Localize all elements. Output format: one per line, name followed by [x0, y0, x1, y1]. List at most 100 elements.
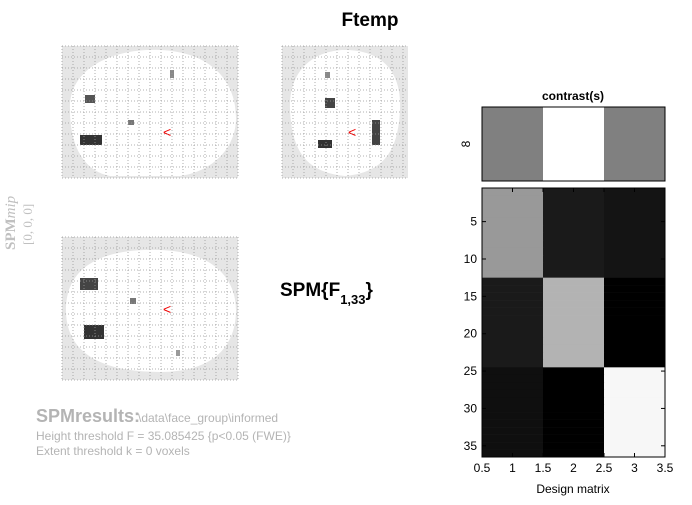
matrix-cell	[604, 404, 666, 413]
contrast-cell	[604, 107, 665, 181]
matrix-cell	[482, 232, 544, 241]
matrix-cell	[543, 374, 605, 383]
matrix-cell	[604, 285, 666, 293]
matrix-cell	[482, 389, 544, 398]
matrix-cell	[482, 315, 544, 323]
matrix-cell	[482, 329, 544, 338]
mip-label-main: SPM	[3, 218, 19, 250]
x-tick-label: 1.5	[535, 461, 552, 475]
matrix-cell	[543, 217, 605, 226]
matrix-cell	[604, 434, 666, 443]
matrix-cell	[604, 329, 666, 338]
matrix-cell	[482, 255, 544, 264]
contrast-cell	[482, 107, 543, 181]
matrix-cell	[482, 344, 544, 353]
matrix-cell	[482, 352, 544, 361]
matrix-cell	[482, 300, 544, 308]
y-tick-label: 25	[464, 364, 478, 378]
contrast-tick: 8	[459, 140, 473, 147]
plots: 0.5 1 1.5 2 2.5 3 3.5 5 10 15 20 25 30 35	[464, 106, 674, 475]
matrix-cell	[604, 225, 666, 234]
matrix-cell	[604, 382, 666, 391]
y-tick-label: 35	[464, 439, 478, 453]
matrix-cell	[604, 292, 666, 301]
matrix-cell	[482, 404, 544, 413]
matrix-cell	[543, 307, 605, 316]
x-tick-label: 1	[509, 461, 516, 475]
contrast-title: contrast(s)	[542, 89, 604, 103]
contrast-frame	[481, 106, 666, 182]
matrix-cell	[604, 270, 666, 278]
matrix-cell	[482, 397, 544, 405]
matrix-cell	[604, 210, 666, 219]
extent-threshold: Extent threshold k = 0 voxels	[36, 444, 190, 458]
matrix-cell	[604, 315, 666, 323]
height-threshold: Height threshold F = 35.085425 {p<0.05 (…	[36, 429, 291, 443]
matrix-cell	[543, 337, 605, 346]
matrix-cell	[482, 240, 544, 249]
matrix-cell	[543, 419, 605, 428]
matrix-cell	[543, 277, 605, 286]
matrix-cell	[482, 285, 544, 293]
matrix-cell	[482, 322, 544, 331]
matrix-cell	[482, 382, 544, 391]
matrix-cell	[604, 419, 666, 428]
matrix-cell	[543, 412, 605, 420]
y-tick-label: 30	[464, 401, 478, 415]
matrix-cell	[543, 240, 605, 249]
y-tick-label: 10	[464, 252, 478, 266]
matrix-cell	[543, 367, 605, 376]
y-tick-label: 15	[464, 289, 478, 303]
stat-prefix: SPM{F	[280, 280, 340, 301]
matrix-cell	[482, 367, 544, 376]
matrix-cell	[543, 285, 605, 293]
matrix-cell	[543, 329, 605, 338]
matrix-cell	[543, 442, 605, 450]
matrix-cell	[482, 337, 544, 346]
matrix-cell	[604, 359, 666, 368]
mip-label-suffix: mip	[3, 195, 19, 218]
matrix-cell	[604, 195, 666, 204]
mip-label: SPMmip	[3, 195, 19, 250]
matrix-cell	[482, 202, 544, 211]
cursor: <	[163, 301, 171, 317]
matrix-cell	[482, 195, 544, 204]
matrix-cell	[482, 277, 544, 286]
matrix-cell	[482, 412, 544, 420]
stat-suffix: }	[366, 280, 374, 301]
matrix-cell	[543, 255, 605, 264]
matrix-cell	[543, 225, 605, 234]
matrix-cell	[604, 217, 666, 226]
matrix-cell	[543, 210, 605, 219]
matrix-cell	[543, 352, 605, 361]
matrix-cell	[604, 240, 666, 249]
y-tick-label: 20	[464, 327, 478, 341]
matrix-cell	[543, 270, 605, 278]
matrix-cell	[482, 210, 544, 219]
cursor: <	[348, 124, 356, 140]
matrix-cell	[604, 322, 666, 331]
matrix-cell	[482, 427, 544, 435]
x-tick-label: 2	[570, 461, 577, 475]
matrix-cell	[482, 270, 544, 278]
mip-coords: [0, 0, 0]	[20, 204, 35, 245]
matrix-cell	[604, 232, 666, 241]
cursor: <	[163, 124, 171, 140]
matrix-cell	[604, 389, 666, 398]
x-tick-label: 3	[631, 461, 638, 475]
matrix-cell	[604, 262, 666, 271]
contrast-cell	[543, 107, 604, 181]
matrix-cell	[604, 374, 666, 383]
matrix-cell	[543, 322, 605, 331]
matrix-cell	[604, 397, 666, 405]
matrix-cell	[543, 344, 605, 353]
matrix-cell	[543, 389, 605, 398]
x-tick-label: 0.5	[474, 461, 491, 475]
matrix-cell	[604, 412, 666, 420]
matrix-cell	[604, 442, 666, 450]
matrix-cell	[482, 434, 544, 443]
matrix-cell	[604, 255, 666, 264]
results-path: \data\face_group\informed	[138, 411, 278, 425]
matrix-cell	[604, 427, 666, 435]
